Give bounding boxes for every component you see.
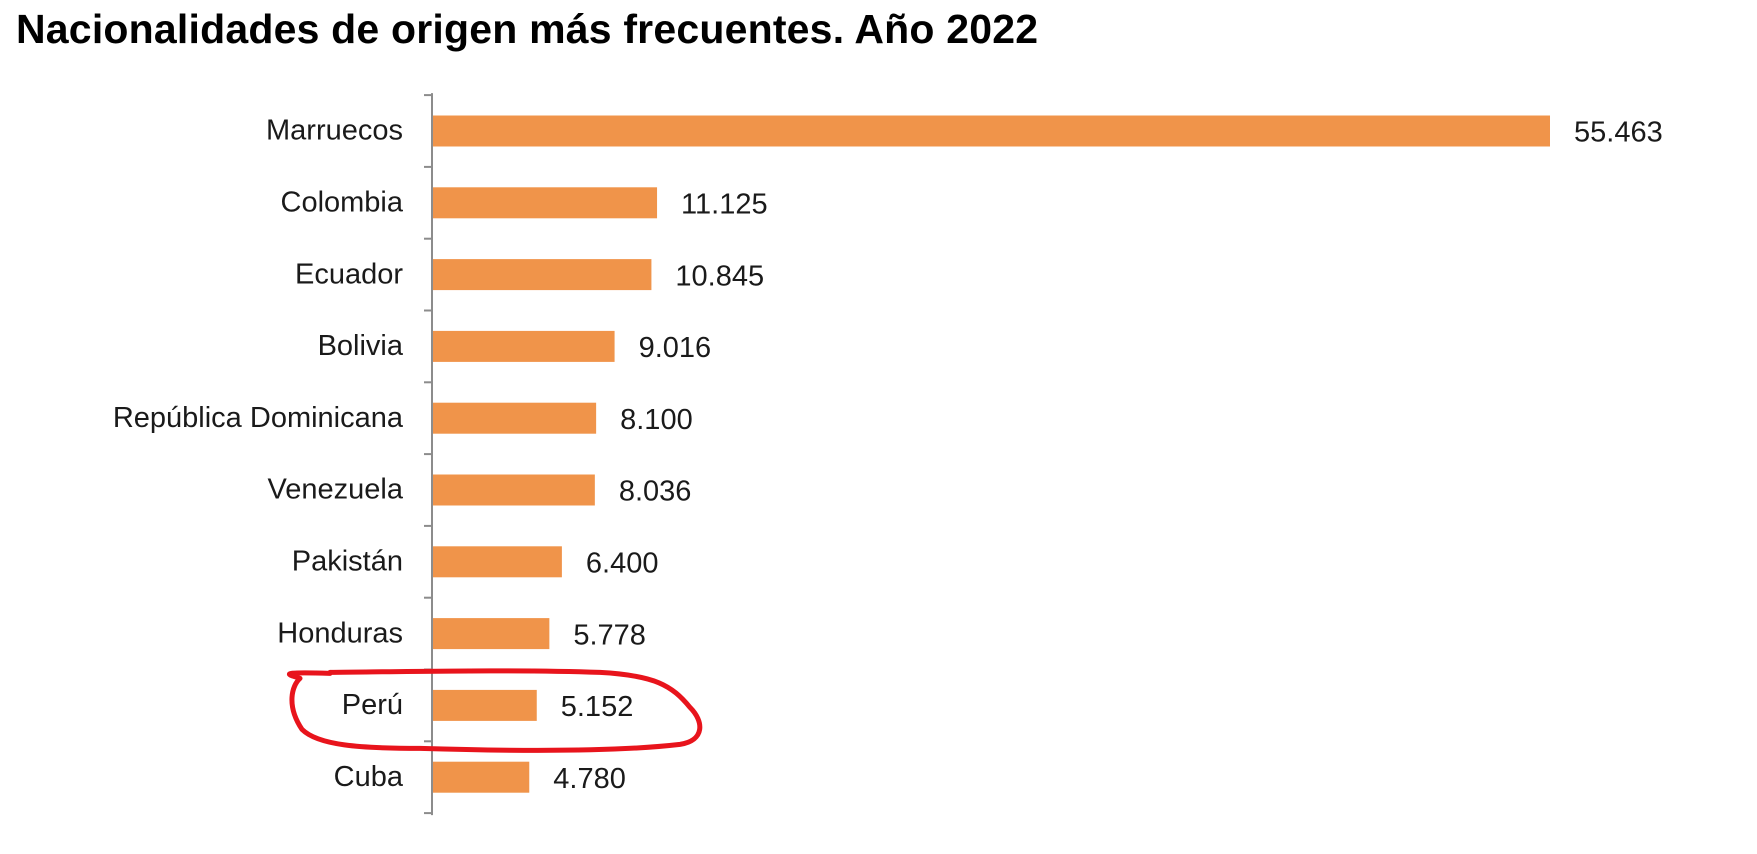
highlight-annotation xyxy=(287,668,703,753)
value-labels: 55.463 11.125 10.845 9.016 8.100 8.036 6.400 5.… xyxy=(553,117,1662,795)
bar-cuba xyxy=(433,761,530,793)
value-label-republica-dominicana: 8.100 xyxy=(620,404,693,436)
bar-bolivia xyxy=(433,330,615,362)
highlight-ellipse xyxy=(287,668,703,753)
category-label-colombia: Colombia xyxy=(281,186,404,218)
category-label-ecuador: Ecuador xyxy=(295,258,403,290)
value-label-cuba: 4.780 xyxy=(553,763,626,795)
bar-ecuador xyxy=(433,259,652,291)
bar-pakistan xyxy=(433,546,562,578)
value-label-marruecos: 55.463 xyxy=(1574,117,1663,149)
value-label-bolivia: 9.016 xyxy=(639,332,712,364)
chart-title: Nacionalidades de origen más frecuentes.… xyxy=(16,6,1039,52)
bar-republica-dominicana xyxy=(433,402,597,434)
bar-venezuela xyxy=(433,474,595,506)
value-label-pakistan: 6.400 xyxy=(586,547,659,579)
bar-colombia xyxy=(433,187,658,219)
category-label-peru: Perú xyxy=(342,689,403,721)
value-label-venezuela: 8.036 xyxy=(619,476,692,508)
bar-marruecos xyxy=(433,115,1550,147)
category-label-venezuela: Venezuela xyxy=(268,474,404,506)
category-label-bolivia: Bolivia xyxy=(318,330,404,362)
category-labels: Marruecos Colombia Ecuador Bolivia República… xyxy=(113,115,404,793)
category-label-pakistan: Pakistán xyxy=(292,545,403,577)
value-label-ecuador: 10.845 xyxy=(675,260,764,292)
bars xyxy=(433,115,1550,793)
bar-honduras xyxy=(433,618,550,650)
category-label-honduras: Honduras xyxy=(277,617,403,649)
category-label-cuba: Cuba xyxy=(334,761,404,793)
category-label-republica-dominicana: República Dominicana xyxy=(113,402,404,434)
value-label-peru: 5.152 xyxy=(561,691,634,723)
category-label-marruecos: Marruecos xyxy=(266,115,403,147)
value-label-colombia: 11.125 xyxy=(681,188,768,220)
category-axis xyxy=(424,93,433,816)
value-label-honduras: 5.778 xyxy=(573,619,646,651)
bar-peru xyxy=(433,689,537,721)
